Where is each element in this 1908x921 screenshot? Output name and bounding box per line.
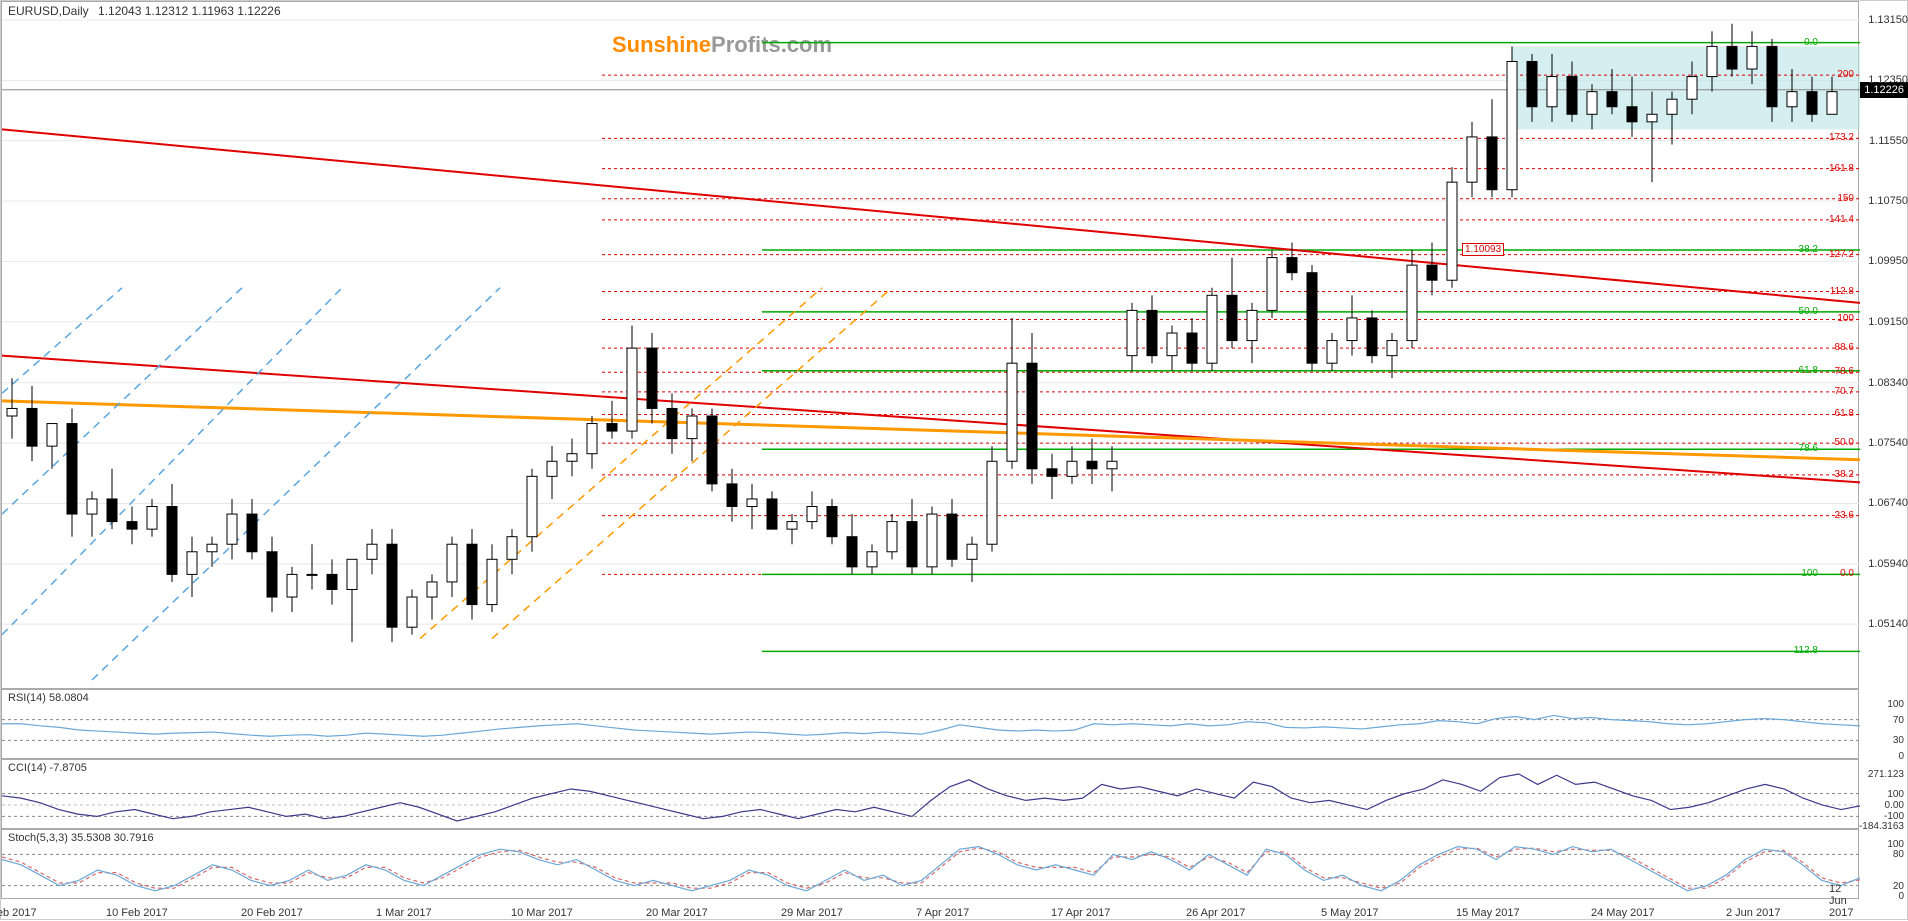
main-chart-svg [2, 2, 1860, 690]
stoch-tick: 20 [1893, 881, 1904, 892]
rsi-tick: 30 [1893, 735, 1904, 746]
rsi-svg [2, 690, 1860, 760]
cci-pane[interactable]: CCI(14) -7.8705 271.1231000.00-100-184.3… [1, 759, 1859, 829]
chart-container: EURUSD,Daily 1.12043 1.12312 1.11963 1.1… [0, 0, 1908, 920]
fib-red-label: 61.8 [1835, 408, 1854, 419]
price-tick: 1.06740 [1868, 497, 1908, 509]
fib-red-label: 112.8 [1830, 286, 1854, 297]
fib-red-label: 88.6 [1835, 342, 1854, 353]
date-tick: 17 Apr 2017 [1051, 907, 1110, 919]
price-label-box: 1.10093 [1462, 243, 1504, 256]
fib-red-label: 0.0 [1840, 568, 1854, 579]
fib-red-label: 100 [1837, 313, 1854, 324]
date-tick: 10 Mar 2017 [511, 907, 573, 919]
stoch-tick: 0 [1898, 891, 1904, 902]
stoch-pane[interactable]: Stoch(5,3,3) 35.5308 30.7916 10080200 [1, 829, 1859, 899]
date-tick: 12 Jun 2017 [1829, 883, 1859, 919]
date-tick: 5 May 2017 [1321, 907, 1378, 919]
price-tick: 1.12350 [1868, 74, 1908, 86]
fib-red-label: 127.2 [1829, 249, 1854, 260]
fib-red-label: 150 [1837, 193, 1854, 204]
fib-green-label: 78.6 [1799, 443, 1818, 454]
date-tick: 15 May 2017 [1456, 907, 1520, 919]
cci-svg [2, 760, 1860, 830]
date-tick: 20 Mar 2017 [646, 907, 708, 919]
price-tick: 1.09950 [1868, 255, 1908, 267]
fib-red-label: 173.2 [1829, 132, 1854, 143]
stoch-svg [2, 830, 1860, 900]
fib-green-label: 38.2 [1799, 244, 1818, 255]
price-tick: 1.10750 [1868, 195, 1908, 207]
price-tick: 1.08340 [1868, 377, 1908, 389]
cci-tick: 271.123 [1868, 769, 1904, 780]
price-tick: 1.05940 [1868, 558, 1908, 570]
main-price-chart[interactable]: EURUSD,Daily 1.12043 1.12312 1.11963 1.1… [1, 1, 1859, 689]
date-tick: 1 Feb 2017 [0, 907, 37, 919]
date-tick: 20 Feb 2017 [241, 907, 303, 919]
stoch-tick: 80 [1893, 849, 1904, 860]
price-tick: 1.09150 [1868, 316, 1908, 328]
fib-green-label: 50.0 [1799, 306, 1818, 317]
price-tick: 1.07540 [1868, 437, 1908, 449]
time-x-axis: 1 Feb 2017 10 Feb 2017 20 Feb 2017 1 Mar 20… [1, 899, 1859, 921]
fib-green-label: 112.8 [1794, 645, 1818, 656]
rsi-pane[interactable]: RSI(14) 58.0804 10070300 [1, 689, 1859, 759]
date-tick: 26 Apr 2017 [1186, 907, 1245, 919]
date-tick: 7 Apr 2017 [916, 907, 969, 919]
stoch-tick: 100 [1887, 839, 1904, 850]
date-tick: 2 Jun 2017 [1726, 907, 1780, 919]
fib-green-label: 0.0 [1804, 37, 1818, 48]
fib-red-label: 23.6 [1835, 510, 1854, 521]
rsi-tick: 0 [1898, 751, 1904, 762]
fib-red-label: 141.4 [1829, 214, 1854, 225]
rsi-tick: 100 [1887, 699, 1904, 710]
date-tick: 1 Mar 2017 [376, 907, 432, 919]
cci-tick: 0.00 [1885, 800, 1904, 811]
rsi-tick: 70 [1893, 715, 1904, 726]
fib-red-label: 50.0 [1835, 437, 1854, 448]
fib-red-label: 38.2 [1835, 469, 1854, 480]
fib-green-label: 61.8 [1799, 365, 1818, 376]
date-tick: 29 Mar 2017 [781, 907, 843, 919]
date-tick: 10 Feb 2017 [106, 907, 168, 919]
cci-tick: -184.3163 [1859, 821, 1904, 832]
date-tick: 24 May 2017 [1591, 907, 1655, 919]
price-tick: 1.13150 [1868, 14, 1908, 26]
fib-red-label: 70.7 [1835, 386, 1854, 397]
fib-red-label: 78.6 [1835, 366, 1854, 377]
price-tick: 1.05140 [1868, 618, 1908, 630]
cci-tick: 100 [1887, 789, 1904, 800]
price-tick: 1.11550 [1869, 135, 1908, 147]
fib-green-label: 100 [1801, 568, 1818, 579]
fib-red-label: 200 [1837, 69, 1854, 80]
fib-red-label: 161.8 [1829, 163, 1854, 174]
